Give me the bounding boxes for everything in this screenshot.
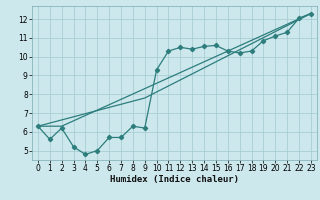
X-axis label: Humidex (Indice chaleur): Humidex (Indice chaleur)	[110, 175, 239, 184]
